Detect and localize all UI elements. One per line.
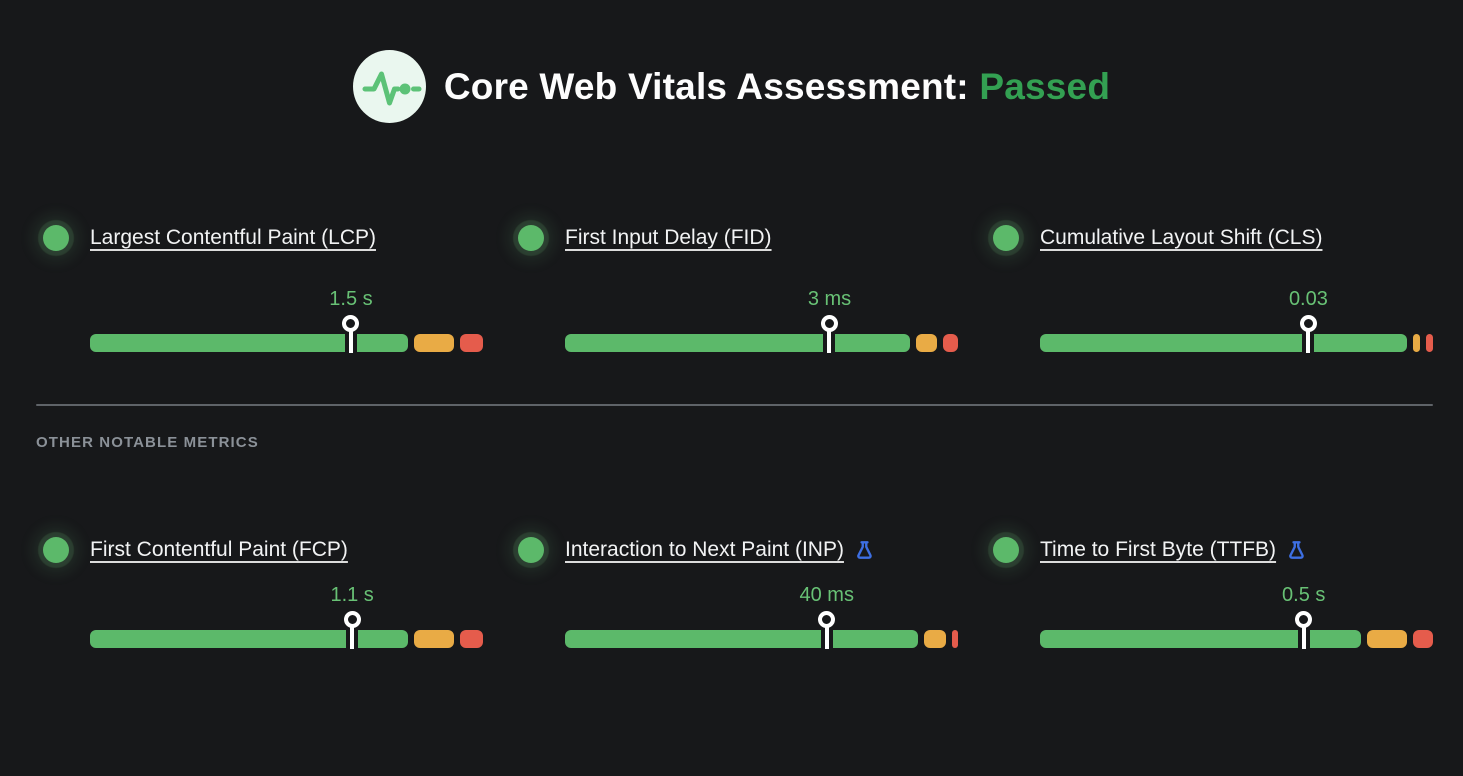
metric-value: 1.1 s [330,584,374,606]
metric-link-inp[interactable]: Interaction to Next Paint (INP) [565,538,844,561]
metric-gauge: 1.1 s [90,584,483,649]
metric-card-ttfb: Time to First Byte (TTFB) 0.5 s [992,536,1433,649]
assessment-status: Passed [979,65,1111,107]
core-metrics-row: Largest Contentful Paint (LCP) 1.5 s Fir… [42,224,1434,353]
section-divider [36,404,1433,406]
distribution-bar [565,630,958,648]
assessment-title: Core Web Vitals Assessment: [443,65,969,107]
other-metrics-row: First Contentful Paint (FCP) 1.1 s Inter… [42,536,1433,649]
poor-segment [942,334,958,352]
metric-link-ttfb[interactable]: Time to First Byte (TTFB) [1040,538,1277,561]
experimental-flask-icon[interactable] [854,538,875,562]
metric-gauge: 1.5 s [90,288,483,353]
metric-value: 0.03 [1288,288,1328,310]
pulse-icon [352,50,426,123]
good-status-dot [518,537,544,563]
needs-improvement-segment [916,334,937,352]
good-status-dot [993,225,1019,251]
metric-value: 0.5 s [1282,584,1326,606]
metric-link-cls[interactable]: Cumulative Layout Shift (CLS) [1040,226,1323,249]
poor-segment [459,630,483,648]
metric-link-fid[interactable]: First Input Delay (FID) [565,226,772,249]
experimental-flask-icon[interactable] [1286,538,1307,562]
metric-link-lcp[interactable]: Largest Contentful Paint (LCP) [90,226,376,249]
metric-title: Interaction to Next Paint (INP) [565,536,958,564]
metric-card-lcp: Largest Contentful Paint (LCP) 1.5 s [42,224,483,353]
poor-segment [1425,334,1434,352]
good-status-dot [518,225,544,251]
needs-improvement-segment [414,630,454,648]
metric-link-fcp[interactable]: First Contentful Paint (FCP) [90,538,348,561]
metric-title: Time to First Byte (TTFB) [1040,536,1433,564]
needs-improvement-segment [924,630,947,648]
good-segment [565,630,919,648]
needs-improvement-segment [1412,334,1420,352]
metric-title: Cumulative Layout Shift (CLS) [1040,224,1433,252]
metric-value: 3 ms [807,288,852,310]
distribution-bar [1040,334,1434,352]
metric-title: First Contentful Paint (FCP) [90,536,483,564]
good-status-dot [43,225,69,251]
poor-segment [952,630,958,648]
other-metrics-label: OTHER NOTABLE METRICS [36,434,259,451]
distribution-bar [90,630,483,648]
needs-improvement-segment [414,334,454,352]
poor-segment [459,334,483,352]
metric-value: 40 ms [799,584,854,606]
metric-gauge: 0.5 s [1040,584,1433,649]
metric-card-fid: First Input Delay (FID) 3 ms [517,224,958,353]
metric-gauge: 40 ms [565,584,958,649]
good-segment [565,334,911,352]
good-segment [1040,334,1407,352]
good-segment [90,334,409,352]
good-segment [90,630,409,648]
metric-gauge: 3 ms [565,288,958,353]
metric-card-inp: Interaction to Next Paint (INP) 40 ms [517,536,958,649]
metric-card-cls: Cumulative Layout Shift (CLS) 0.03 [992,224,1434,353]
good-segment [1040,630,1362,648]
distribution-bar [1040,630,1433,648]
needs-improvement-segment [1367,630,1408,648]
metric-value: 1.5 s [329,288,373,310]
assessment-header: Core Web Vitals Assessment: Passed [0,0,1463,123]
poor-segment [1413,630,1433,648]
distribution-bar [565,334,958,352]
good-status-dot [43,537,69,563]
metric-gauge: 0.03 [1040,288,1434,353]
good-status-dot [993,537,1019,563]
distribution-bar [90,334,483,352]
metric-card-fcp: First Contentful Paint (FCP) 1.1 s [42,536,483,649]
metric-title: First Input Delay (FID) [565,224,958,252]
page-title: Core Web Vitals Assessment: Passed [444,66,1110,108]
metric-title: Largest Contentful Paint (LCP) [90,224,483,252]
